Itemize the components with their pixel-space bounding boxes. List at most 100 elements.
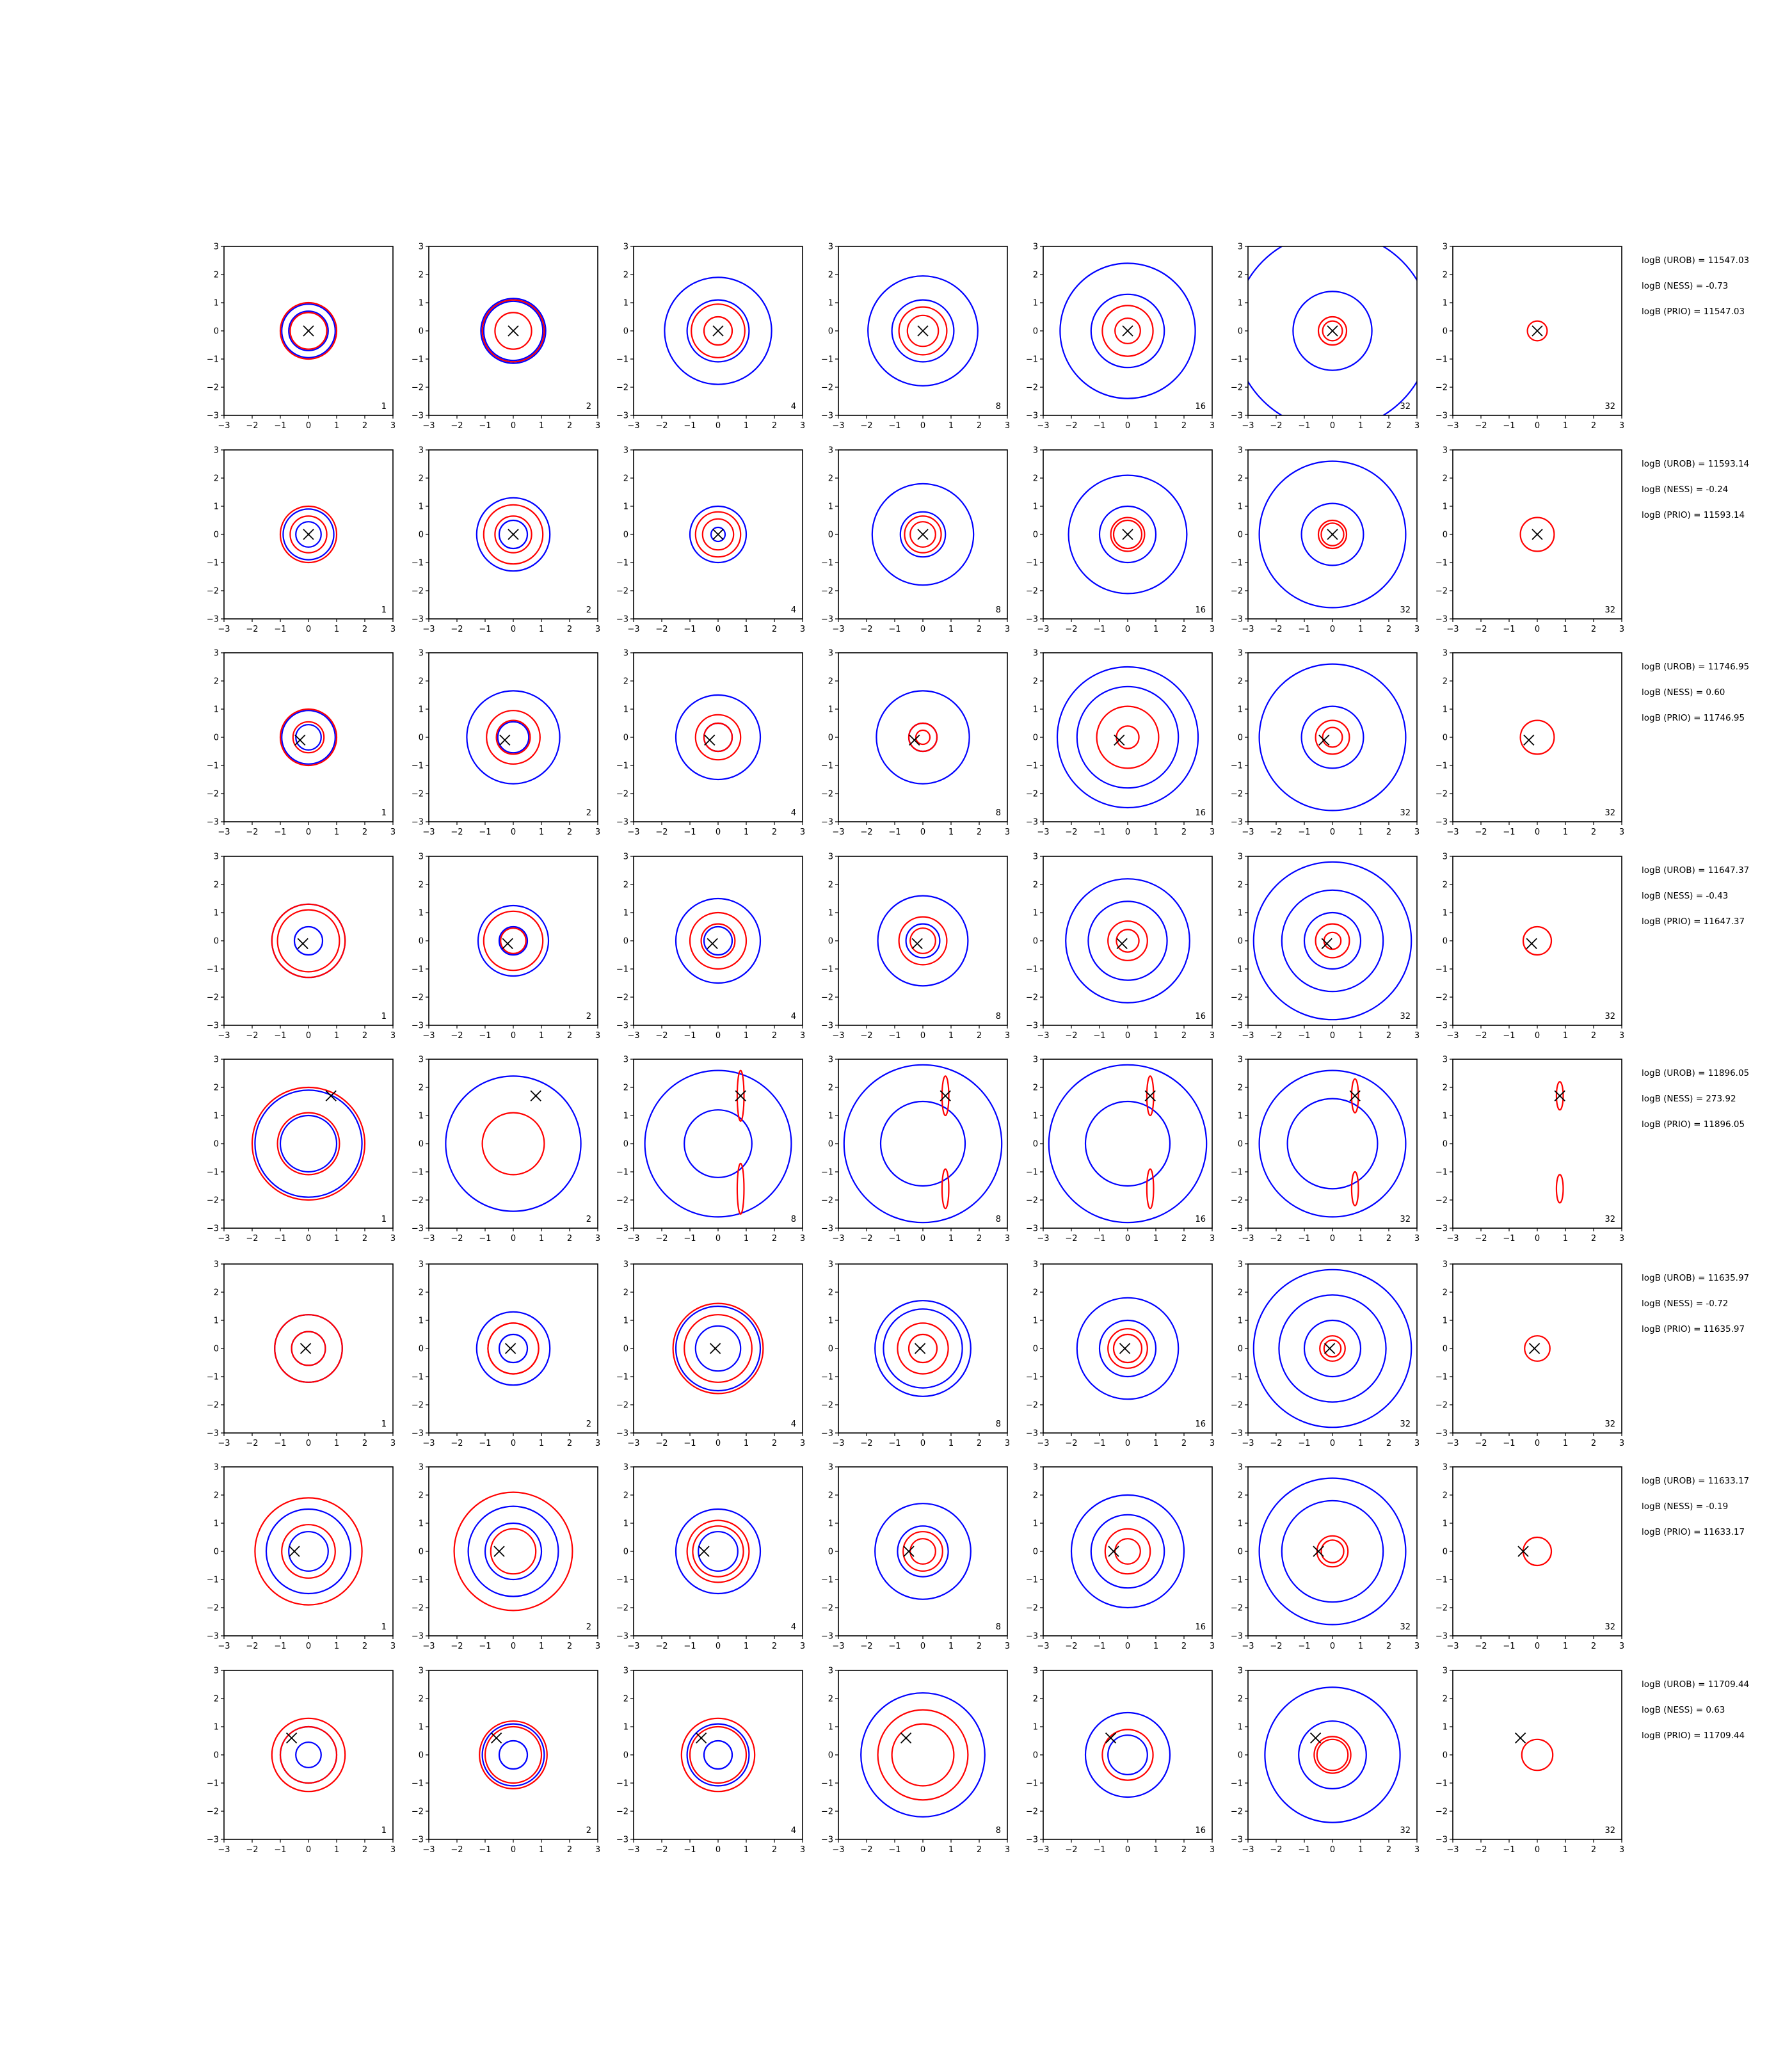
subplot-r3-c6: −3−3 −2 −2 −1 −1 0 0 1 1 2 2 3 3 32 [1231, 649, 1420, 838]
x-tick-label: −2 [1270, 1439, 1282, 1448]
x-tick-label: 1 [334, 421, 339, 431]
blue-contour [694, 1325, 742, 1372]
x-tick-label: −2 [860, 625, 872, 634]
logb-stat: logB (UROB) = 11593.14 [1642, 459, 1749, 469]
plot-area [476, 497, 551, 572]
y-tick-label: −2 [1436, 587, 1448, 596]
y-tick-label: −1 [821, 1779, 833, 1789]
y-tick-label: 0 [623, 937, 628, 947]
y-tick-label: 0 [1238, 1548, 1243, 1557]
x-marker [1105, 1732, 1117, 1744]
y-tick-label: −2 [1436, 1604, 1448, 1613]
x-tick-label: 1 [1563, 1642, 1568, 1651]
y-tick-label: 2 [623, 881, 628, 890]
x-tick-label: 0 [1125, 828, 1130, 837]
blue-contour [480, 298, 547, 364]
y-tick-label: −1 [1231, 559, 1243, 568]
blue-contour [644, 1069, 792, 1218]
x-tick-label: −1 [274, 1845, 286, 1855]
x-tick-label: −3 [832, 1642, 844, 1651]
y-tick-label: 0 [1443, 1345, 1448, 1354]
y-tick-label: 1 [214, 1723, 219, 1732]
iteration-label: 16 [1195, 605, 1206, 615]
x-tick-label: −3 [1037, 421, 1049, 431]
x-tick-label: −3 [218, 1439, 230, 1448]
y-tick-label: 2 [419, 1288, 424, 1298]
x-tick-label: −1 [1503, 1234, 1515, 1244]
x-tick-label: 1 [948, 1642, 954, 1651]
x-tick-label: 2 [1181, 1439, 1187, 1448]
y-tick-label: −2 [207, 383, 219, 393]
x-tick-label: 3 [800, 1031, 805, 1041]
x-tick-label: −1 [888, 1642, 900, 1651]
logb-stat: logB (UROB) = 11635.97 [1642, 1273, 1749, 1283]
blue-contour [675, 1305, 762, 1392]
x-tick-label: 2 [977, 1439, 982, 1448]
y-tick-label: 2 [419, 474, 424, 484]
iteration-label: 16 [1195, 402, 1206, 412]
iteration-label: 16 [1195, 1012, 1206, 1021]
subplot-r8-c7: −3−3 −2 −2 −1 −1 0 0 1 1 2 2 3 3 32 [1436, 1667, 1624, 1855]
y-tick-label: −1 [821, 965, 833, 975]
x-tick-label: 2 [567, 828, 572, 837]
x-tick-label: 0 [716, 1642, 721, 1651]
iteration-label: 16 [1195, 1215, 1206, 1224]
plot-area [1519, 516, 1555, 552]
red-contour [909, 1538, 936, 1565]
x-tick-label: −2 [860, 1234, 872, 1244]
x-tick-label: −2 [1475, 1845, 1487, 1855]
x-tick-label: 0 [1535, 1642, 1540, 1651]
blue-contour [664, 276, 772, 385]
x-tick-label: 3 [595, 1031, 600, 1041]
y-tick-label: −1 [1231, 1779, 1243, 1789]
subplot-r8-c5: −3−3 −2 −2 −1 −1 0 0 1 1 2 2 3 3 16 [1026, 1667, 1215, 1855]
x-tick-label: 0 [920, 421, 925, 431]
x-tick-label: 1 [1358, 1642, 1363, 1651]
x-tick-label: 3 [595, 1845, 600, 1855]
x-tick-label: 1 [948, 1439, 954, 1448]
x-tick-label: 3 [1619, 828, 1624, 837]
x-tick-label: −1 [1298, 1234, 1310, 1244]
x-tick-label: 0 [306, 421, 311, 431]
x-tick-label: 3 [1005, 421, 1010, 431]
y-tick-label: −3 [412, 1429, 424, 1439]
y-tick-label: 2 [1033, 271, 1038, 280]
red-contour [484, 1725, 543, 1784]
x-marker [1523, 734, 1535, 746]
y-tick-label: −1 [207, 559, 219, 568]
x-tick-label: 3 [800, 828, 805, 837]
iteration-label: 2 [586, 808, 591, 818]
y-tick-label: 0 [419, 1548, 424, 1557]
x-tick-label: 3 [595, 625, 600, 634]
y-tick-label: −3 [207, 1632, 219, 1642]
plot-area [279, 301, 338, 360]
red-contour [1315, 923, 1350, 959]
x-tick-label: −1 [479, 1234, 491, 1244]
blue-contour [843, 1064, 1003, 1224]
blue-contour [498, 1740, 529, 1770]
red-contour [909, 927, 936, 954]
y-tick-label: 1 [1033, 502, 1038, 512]
x-marker [294, 734, 306, 746]
plot-area [675, 897, 762, 984]
y-tick-label: −1 [1436, 1779, 1448, 1789]
blue-contour [1286, 1098, 1379, 1190]
x-tick-label: 1 [539, 625, 544, 634]
red-contour [689, 1725, 748, 1784]
plot-area [1248, 246, 1417, 415]
blue-contour [497, 721, 530, 754]
x-tick-label: −2 [1065, 1031, 1077, 1041]
y-tick-label: 3 [214, 1667, 219, 1676]
y-tick-label: −2 [412, 1807, 424, 1817]
x-tick-label: 3 [1210, 1845, 1215, 1855]
y-tick-label: 1 [623, 502, 628, 512]
subplot-r4-c6: −3−3 −2 −2 −1 −1 0 0 1 1 2 2 3 3 32 [1231, 852, 1420, 1041]
x-tick-label: −3 [1242, 1845, 1254, 1855]
x-tick-label: 2 [1591, 625, 1596, 634]
y-tick-label: 0 [1238, 531, 1243, 540]
x-marker [903, 1546, 915, 1557]
x-tick-label: −1 [1093, 1642, 1105, 1651]
x-tick-label: −1 [274, 1439, 286, 1448]
blue-contour [483, 300, 544, 362]
